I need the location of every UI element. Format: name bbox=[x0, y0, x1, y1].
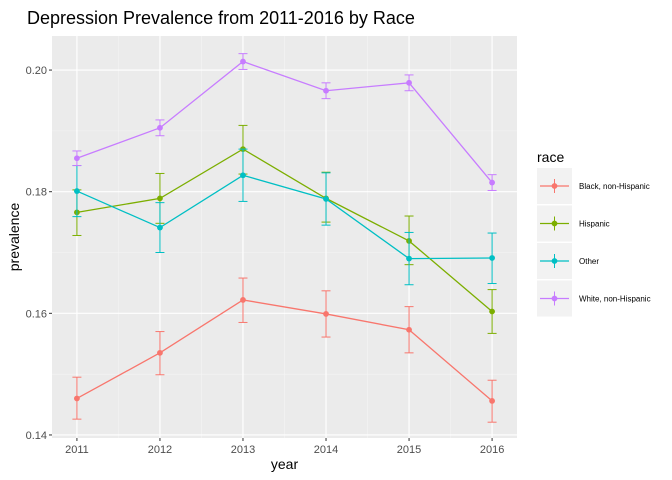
x-tick-label: 2015 bbox=[397, 444, 421, 456]
data-point bbox=[489, 308, 495, 315]
data-point bbox=[323, 196, 329, 202]
legend-label: Other bbox=[579, 257, 599, 266]
series-layer bbox=[72, 53, 497, 423]
legend-label: White, non-Hispanic bbox=[579, 295, 651, 304]
series-other bbox=[72, 148, 497, 286]
data-point bbox=[74, 395, 80, 402]
legend-key-point bbox=[551, 183, 558, 189]
data-point bbox=[240, 297, 246, 303]
x-axis: 2011 2012 2013 2014 2015 2016 bbox=[65, 438, 504, 456]
series-line bbox=[76, 299, 493, 402]
legend: race Black, non-Hispanic Hispanic Other Whi… bbox=[537, 149, 651, 317]
series-line bbox=[76, 174, 493, 260]
data-point bbox=[406, 79, 412, 86]
data-point bbox=[157, 124, 163, 131]
x-tick-label: 2013 bbox=[231, 444, 255, 456]
legend-item: White, non-Hispanic bbox=[537, 280, 651, 317]
y-tick-label: 0.16 bbox=[26, 308, 47, 320]
data-point bbox=[240, 58, 246, 65]
minor-gridlines bbox=[52, 36, 517, 438]
legend-key-point bbox=[551, 220, 558, 227]
series-line bbox=[76, 148, 493, 312]
data-point bbox=[489, 179, 495, 186]
series-white-non-hispanic bbox=[72, 53, 497, 191]
data-point bbox=[157, 349, 163, 356]
legend-label: Hispanic bbox=[579, 220, 610, 229]
data-point bbox=[489, 398, 495, 404]
legend-label: Black, non-Hispanic bbox=[579, 182, 650, 191]
chart-title: Depression Prevalence from 2011-2016 by … bbox=[27, 8, 415, 28]
legend-key-point bbox=[551, 295, 558, 302]
legend-title: race bbox=[537, 149, 564, 165]
data-point bbox=[74, 155, 80, 162]
y-axis: 0.14 0.16 0.18 0.20 bbox=[26, 65, 52, 442]
data-point bbox=[406, 255, 412, 262]
data-point bbox=[157, 195, 163, 202]
legend-items: Black, non-Hispanic Hispanic Other White, n… bbox=[537, 168, 651, 317]
x-tick-label: 2011 bbox=[65, 444, 89, 456]
x-tick-label: 2016 bbox=[480, 444, 504, 456]
y-tick-label: 0.18 bbox=[26, 187, 47, 199]
data-point bbox=[323, 311, 329, 317]
legend-item: Hispanic bbox=[537, 205, 610, 242]
series-black-non-hispanic bbox=[72, 277, 497, 423]
x-tick-label: 2014 bbox=[314, 444, 338, 456]
y-axis-title: prevalence bbox=[6, 203, 22, 272]
data-point bbox=[489, 255, 495, 261]
data-point bbox=[406, 326, 412, 333]
y-tick-label: 0.14 bbox=[26, 430, 47, 442]
x-tick-label: 2012 bbox=[148, 444, 172, 456]
data-point bbox=[240, 172, 246, 179]
data-point bbox=[74, 188, 80, 194]
series-line bbox=[76, 60, 493, 183]
legend-key-point bbox=[551, 258, 558, 264]
data-point bbox=[323, 87, 329, 94]
legend-item: Black, non-Hispanic bbox=[537, 168, 650, 204]
x-axis-title: year bbox=[271, 456, 299, 472]
legend-item: Other bbox=[537, 243, 599, 279]
y-tick-label: 0.20 bbox=[26, 65, 47, 77]
data-point bbox=[157, 224, 163, 231]
